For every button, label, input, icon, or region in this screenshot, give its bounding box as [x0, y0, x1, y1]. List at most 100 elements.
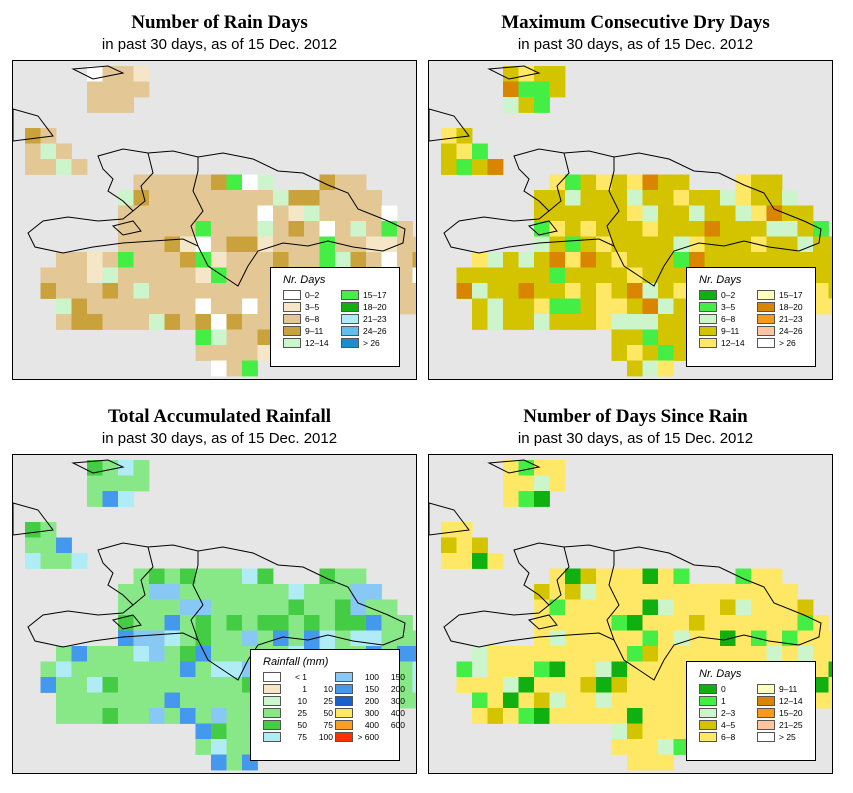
- panel-subtitle: in past 30 days, as of 15 Dec. 2012: [101, 430, 338, 447]
- grid-cell: [149, 298, 165, 315]
- grid-cell: [534, 190, 550, 206]
- legend-label: 0–2: [721, 290, 736, 300]
- grid-cell: [102, 475, 119, 492]
- grid-cell: [580, 236, 597, 253]
- grid-cell: [658, 754, 674, 771]
- legend-label: 21–23: [779, 314, 803, 324]
- grid-cell: [397, 236, 413, 253]
- grid-cell: [412, 677, 416, 693]
- grid-cell: [195, 599, 212, 616]
- grid-cell: [534, 630, 550, 647]
- grid-cell: [627, 754, 643, 771]
- grid-cell: [211, 599, 227, 616]
- coastline: [429, 502, 470, 536]
- grid-cell: [549, 692, 566, 709]
- grid-cell: [828, 677, 832, 693]
- grid-cell: [627, 708, 643, 724]
- grid-cell: [549, 677, 566, 693]
- legend-label: 18–20: [779, 302, 803, 312]
- grid-cell: [596, 190, 612, 206]
- grid-cell: [487, 692, 504, 709]
- legend-label: < 1: [294, 672, 307, 682]
- grid-cell: [549, 283, 566, 299]
- panel-subtitle: in past 30 days, as of 15 Dec. 2012: [517, 36, 754, 53]
- grid-cell: [627, 190, 643, 206]
- grid-cell: [242, 252, 258, 268]
- grid-cell: [87, 708, 103, 724]
- grid-cell: [133, 190, 150, 206]
- grid-cell: [118, 630, 134, 647]
- panel-rain-days: Number of Rain Days in past 30 days, as …: [12, 0, 427, 385]
- grid-cell: [118, 267, 134, 284]
- grid-cell: [226, 329, 243, 346]
- grid-cell: [164, 236, 181, 253]
- grid-cell: [226, 723, 243, 740]
- grid-cell: [782, 584, 798, 600]
- grid-cell: [720, 221, 736, 237]
- legend-label: 9–11: [305, 326, 324, 336]
- grid-cell: [658, 568, 674, 585]
- grid-cell: [40, 143, 57, 160]
- legend-label: 4–5: [721, 720, 736, 730]
- grid-cell: [627, 677, 643, 693]
- grid-cell: [518, 708, 535, 724]
- legend-swatch: [283, 314, 301, 324]
- grid-cell: [549, 190, 566, 206]
- grid-cell: [180, 252, 196, 268]
- grid-cell: [735, 646, 752, 662]
- legend-swatch: [283, 338, 301, 348]
- grid-cell: [164, 221, 181, 237]
- grid-cell: [118, 475, 134, 492]
- grid-cell: [319, 205, 336, 222]
- grid-cell: [242, 584, 258, 600]
- grid-cell: [503, 708, 519, 724]
- grid-cell: [565, 584, 581, 600]
- map-frame: Nr. Days 0–2 3–5 6–8 9–11 12–14 15–17 18–20 21–…: [428, 60, 833, 380]
- grid-cell: [412, 252, 416, 268]
- grid-cell: [720, 646, 736, 662]
- grid-cell: [565, 692, 581, 709]
- legend-label: 9–11: [779, 684, 798, 694]
- legend-swatch: [341, 290, 359, 300]
- grid-cell: [627, 630, 643, 647]
- grid-cell: [226, 283, 243, 299]
- grid-cell: [766, 646, 783, 662]
- legend-label: 200 300: [364, 696, 405, 706]
- grid-cell: [211, 314, 227, 330]
- grid-cell: [56, 143, 72, 160]
- grid-cell: [226, 615, 243, 631]
- grid-cell: [441, 553, 457, 569]
- legend-label: > 26: [363, 338, 380, 348]
- grid-cell: [56, 314, 72, 330]
- grid-cell: [782, 190, 798, 206]
- grid-cell: [149, 236, 165, 253]
- grid-cell: [766, 221, 783, 237]
- grid-cell: [534, 283, 550, 299]
- coastline: [111, 614, 142, 630]
- grid-cell: [627, 360, 643, 377]
- grid-cell: [149, 646, 165, 662]
- legend-swatch: [283, 302, 301, 312]
- grid-cell: [133, 475, 150, 492]
- grid-cell: [257, 314, 274, 330]
- grid-cell: [735, 615, 752, 631]
- grid-cell: [627, 267, 643, 284]
- grid-cell: [549, 661, 566, 678]
- grid-cell: [565, 267, 581, 284]
- grid-cell: [350, 568, 367, 585]
- grid-cell: [472, 692, 488, 709]
- grid-cell: [673, 599, 690, 616]
- grid-cell: [534, 661, 550, 678]
- grid-cell: [133, 267, 150, 284]
- grid-cell: [366, 221, 382, 237]
- grid-cell: [257, 568, 274, 585]
- legend-swatch: [335, 732, 353, 742]
- grid-cell: [195, 615, 212, 631]
- grid-cell: [704, 599, 721, 616]
- grid-cell: [689, 190, 705, 206]
- legend-label: > 25: [779, 732, 796, 742]
- grid-cell: [735, 190, 752, 206]
- grid-cell: [102, 646, 119, 662]
- grid-cell: [658, 584, 674, 600]
- grid-cell: [503, 252, 519, 268]
